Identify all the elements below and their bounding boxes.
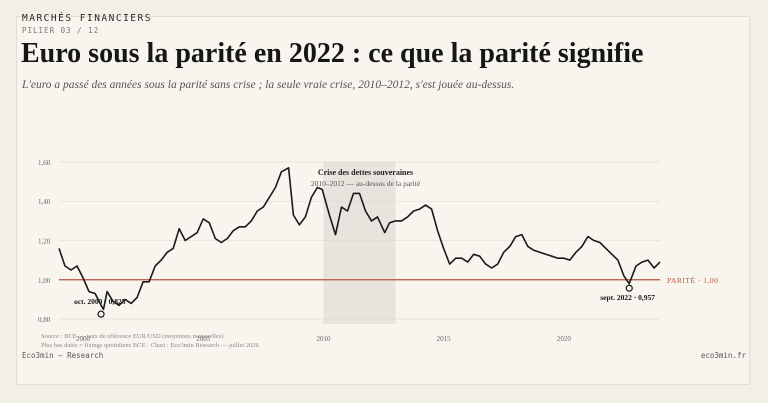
y-tick-label: 1,20 — [38, 238, 51, 246]
annotation-marker — [97, 310, 105, 318]
crisis-band-title: Crise des dettes souveraines — [318, 168, 413, 177]
crisis-band — [323, 162, 396, 324]
chart-title: Euro sous la parité en 2022 : ce que la … — [21, 38, 644, 69]
y-tick-label: 1,60 — [38, 159, 51, 167]
x-tick-label: 2010 — [316, 335, 331, 343]
annotation-label: oct. 2000 · 0,825 — [74, 297, 126, 306]
x-tick-label: 2005 — [196, 335, 211, 343]
y-tick-label: 1,40 — [38, 198, 51, 206]
annotation-label: sept. 2022 · 0,957 — [600, 293, 655, 302]
source-note: Source : BCE — taux de référence EUR/USD… — [41, 333, 224, 340]
x-tick-labels: 2000 2005 2010 2015 2020 — [76, 335, 571, 343]
footer-site: eco3min.fr — [700, 351, 746, 360]
kicker: MARCHÉS FINANCIERS — [22, 13, 152, 24]
crisis-band-subtitle: 2010–2012 — au-dessus de la parité — [311, 179, 421, 188]
eurusd-series-line — [58, 167, 661, 311]
annotation-marker — [625, 284, 633, 292]
x-tick-label: 2000 — [76, 335, 91, 343]
x-tick-label: 2020 — [557, 335, 572, 343]
y-tick-label: 0,80 — [38, 316, 51, 324]
parity-label: PARITÉ · 1,00 — [667, 275, 718, 285]
chart-subtitle: L'euro a passé des années sous la parité… — [22, 79, 515, 91]
y-tick-label: 1,00 — [38, 277, 51, 285]
y-tick-labels: 0,80 1,00 1,20 1,40 1,60 — [38, 159, 51, 324]
x-tick-label: 2015 — [437, 335, 452, 343]
annotations: oct. 2000 · 0,825 sept. 2022 · 0,957 — [74, 284, 655, 318]
source-note-2: Plus bas datés = fixings quotidiens BCE … — [41, 342, 259, 349]
pillar-label: PILIER 03 / 12 — [22, 26, 100, 35]
footer-brand: Eco3min — Research — [22, 351, 104, 360]
